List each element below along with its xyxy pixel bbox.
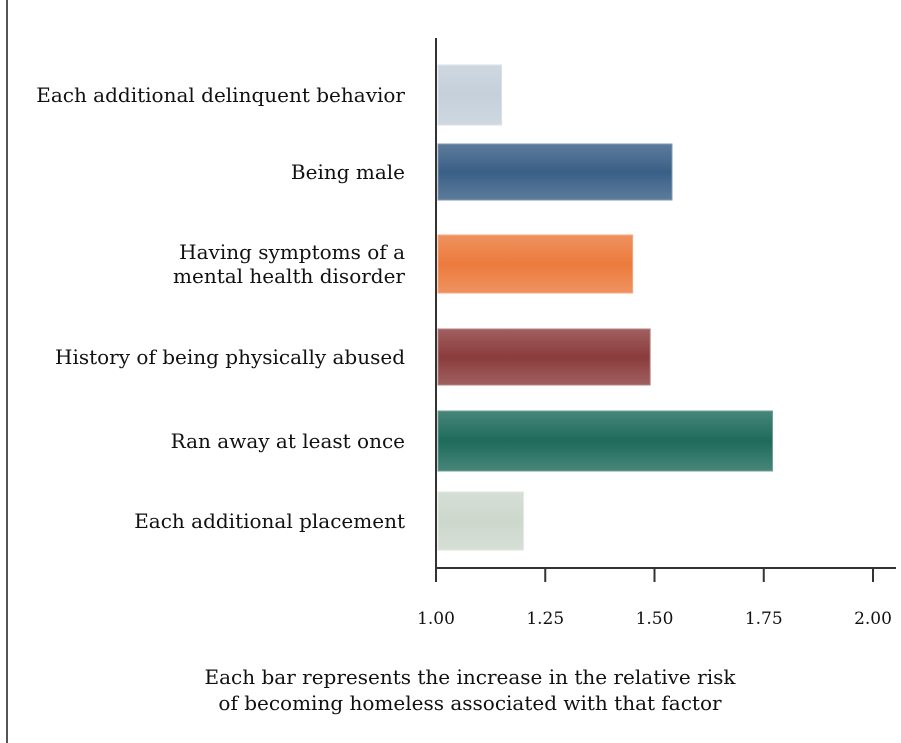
bar-4	[437, 410, 773, 472]
category-label: Each additional placement	[134, 509, 405, 533]
category-label: Having symptoms of a	[179, 240, 405, 264]
x-tick-label: 1.00	[417, 609, 455, 629]
bar-2	[437, 234, 634, 294]
chart-caption: Each bar represents the increase in the …	[205, 665, 737, 715]
category-label: History of being physically abused	[55, 345, 405, 369]
category-label: Each additional delinquent behavior	[36, 83, 405, 107]
bar-5	[437, 491, 524, 551]
bar-3	[437, 328, 651, 386]
x-ticks-layer: 1.00 1.25 1.50 1.75 2.00	[417, 568, 892, 629]
x-tick-label: 1.25	[526, 609, 564, 629]
x-tick-label: 2.00	[854, 609, 892, 629]
caption-line: of becoming homeless associated with tha…	[218, 691, 722, 715]
x-tick-label: 1.75	[745, 609, 783, 629]
bars-layer	[437, 64, 773, 551]
frame-left-border	[6, 0, 8, 743]
category-label: mental health disorder	[173, 264, 405, 288]
caption-line: Each bar represents the increase in the …	[205, 665, 737, 689]
x-tick-label: 1.50	[636, 609, 674, 629]
category-label: Ran away at least once	[171, 429, 405, 453]
category-labels-layer: Each additional delinquent behavior Being…	[36, 83, 405, 533]
bar-1	[437, 143, 673, 201]
category-label: Being male	[291, 160, 405, 184]
bar-0	[437, 64, 503, 126]
